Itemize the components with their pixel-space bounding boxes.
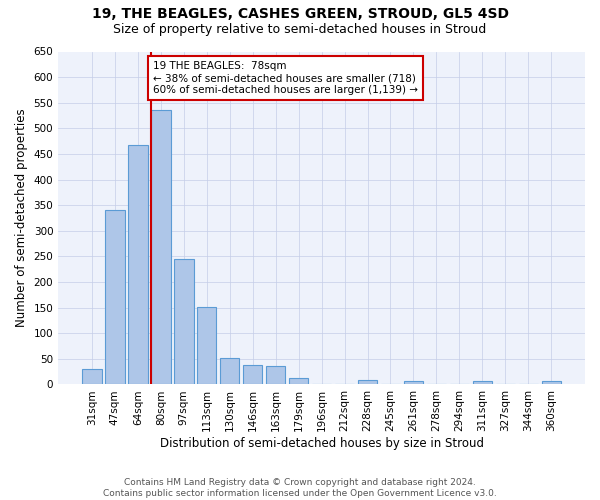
- Bar: [289, 378, 308, 384]
- Bar: [128, 144, 148, 384]
- Bar: [220, 358, 239, 384]
- Bar: [473, 382, 492, 384]
- Bar: [105, 210, 125, 384]
- Bar: [243, 365, 262, 384]
- Bar: [151, 110, 170, 384]
- Bar: [174, 259, 194, 384]
- Bar: [266, 366, 286, 384]
- Text: Size of property relative to semi-detached houses in Stroud: Size of property relative to semi-detach…: [113, 22, 487, 36]
- Bar: [82, 369, 101, 384]
- Bar: [404, 382, 423, 384]
- Text: Contains HM Land Registry data © Crown copyright and database right 2024.
Contai: Contains HM Land Registry data © Crown c…: [103, 478, 497, 498]
- Text: 19 THE BEAGLES:  78sqm
← 38% of semi-detached houses are smaller (718)
60% of se: 19 THE BEAGLES: 78sqm ← 38% of semi-deta…: [153, 62, 418, 94]
- Bar: [358, 380, 377, 384]
- Bar: [197, 307, 217, 384]
- Bar: [542, 382, 561, 384]
- X-axis label: Distribution of semi-detached houses by size in Stroud: Distribution of semi-detached houses by …: [160, 437, 484, 450]
- Y-axis label: Number of semi-detached properties: Number of semi-detached properties: [15, 108, 28, 328]
- Text: 19, THE BEAGLES, CASHES GREEN, STROUD, GL5 4SD: 19, THE BEAGLES, CASHES GREEN, STROUD, G…: [91, 8, 509, 22]
